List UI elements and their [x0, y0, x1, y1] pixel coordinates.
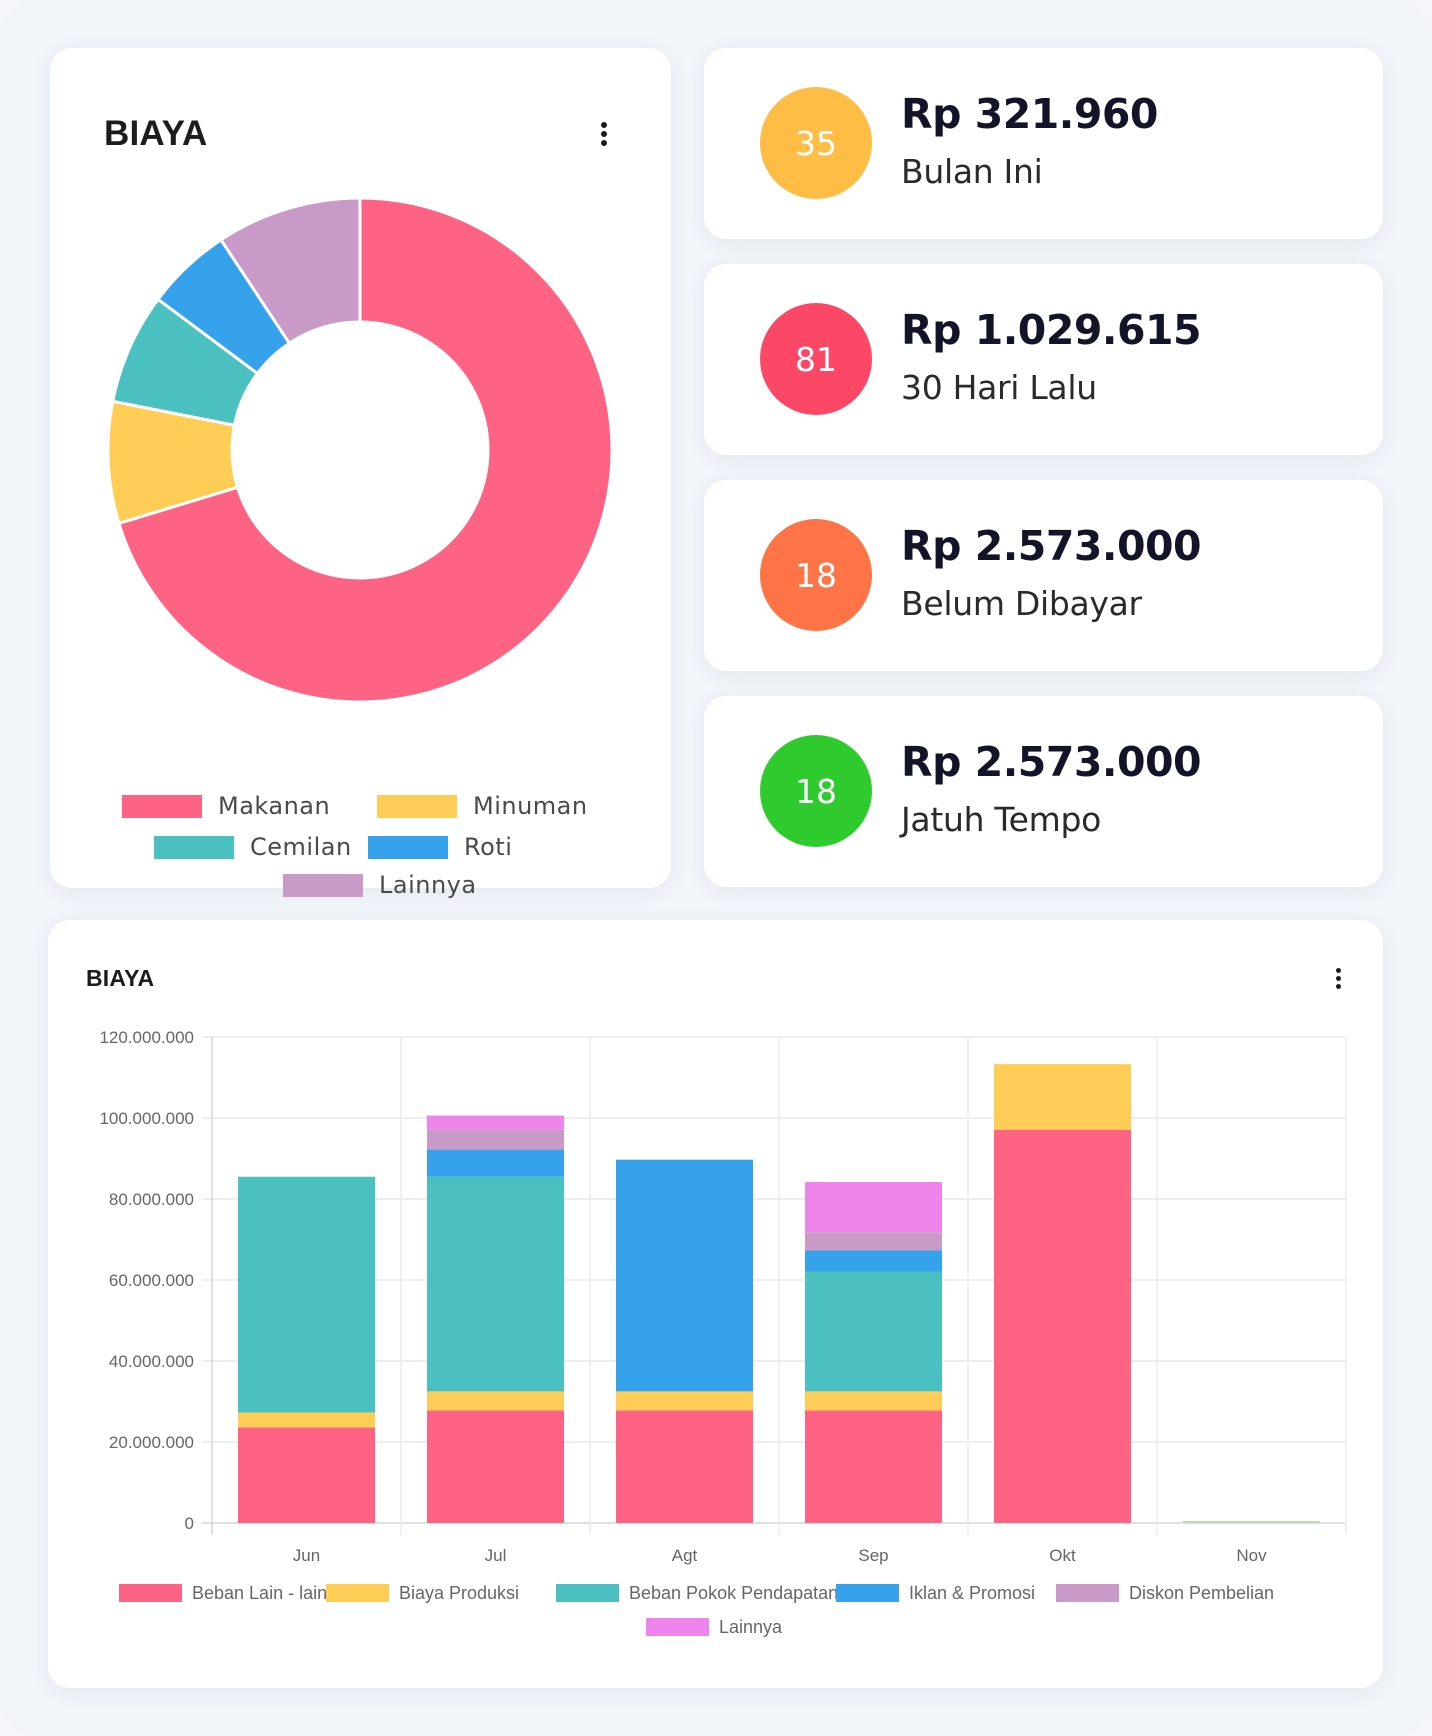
x-tick-label: Sep [858, 1546, 888, 1565]
x-tick-label: Agt [672, 1546, 698, 1565]
bar-segment[interactable] [426, 1391, 565, 1411]
legend-label: Iklan & Promosi [909, 1583, 1035, 1603]
legend-item-minuman[interactable]: Minuman [377, 791, 588, 821]
donut-slice-makanan[interactable] [117, 196, 614, 704]
count-badge: 18 [760, 735, 872, 847]
bar-segment[interactable] [804, 1232, 943, 1251]
stat-amount: Rp 1.029.615 [901, 306, 1202, 354]
donut-card-title: BIAYA [104, 114, 208, 153]
legend-item-biaya-produksi[interactable]: Biaya Produksi [326, 1583, 519, 1603]
bar-segment[interactable] [237, 1427, 376, 1523]
stacked-bar-chart: 0 20.000.000 40.000.000 60.000.000 80.000.00… [99, 1028, 1347, 1637]
bar-segment[interactable] [426, 1149, 565, 1177]
legend-label: Diskon Pembelian [1129, 1583, 1274, 1603]
legend-swatch [836, 1584, 899, 1602]
bar-segment[interactable] [804, 1391, 943, 1411]
stat-amount: Rp 2.573.000 [901, 738, 1202, 786]
bar-segment[interactable] [615, 1391, 754, 1411]
bar-card-title: BIAYA [86, 965, 155, 991]
stat-amount: Rp 321.960 [901, 90, 1158, 138]
legend-item-roti[interactable]: Roti [368, 832, 512, 862]
legend-swatch [154, 835, 234, 859]
expense-bar-card: BIAYA 0 20.000.000 40.000.000 60.000.000 80.… [48, 920, 1383, 1688]
legend-item-diskon-pembelian[interactable]: Diskon Pembelian [1056, 1583, 1274, 1603]
x-tick-label: Jun [293, 1546, 320, 1565]
legend-item-lainnya[interactable]: Lainnya [283, 870, 477, 900]
bar-segment[interactable] [804, 1181, 943, 1233]
bar-segment[interactable] [993, 1064, 1132, 1130]
legend-label: Biaya Produksi [399, 1583, 519, 1603]
bar-segment[interactable] [615, 1159, 754, 1392]
legend-swatch [119, 1584, 182, 1602]
y-tick-label: 0 [185, 1514, 194, 1533]
count-badge: 35 [760, 87, 872, 199]
bar-segment[interactable] [426, 1115, 565, 1130]
legend-item-beban-lain-lain[interactable]: Beban Lain - lain [119, 1583, 327, 1603]
y-tick-label: 100.000.000 [99, 1109, 194, 1128]
count-badge: 81 [760, 303, 872, 415]
donut-chart [106, 196, 614, 704]
stat-amount: Rp 2.573.000 [901, 522, 1202, 570]
bar-segment[interactable] [804, 1250, 943, 1272]
legend-label: Beban Pokok Pendapatan [629, 1583, 838, 1603]
legend-swatch [556, 1584, 619, 1602]
legend-item-makanan[interactable]: Makanan [122, 791, 330, 821]
stat-card-jatuh-tempo: 18 Rp 2.573.000 Jatuh Tempo [704, 696, 1383, 887]
bar-segment[interactable] [615, 1410, 754, 1523]
stat-label: Bulan Ini [901, 152, 1043, 191]
legend-label: Beban Lain - lain [192, 1583, 327, 1603]
y-tick-label: 120.000.000 [99, 1028, 194, 1047]
bar-segment[interactable] [237, 1412, 376, 1428]
legend-label: Makanan [218, 792, 331, 820]
x-tick-label: Jul [485, 1546, 507, 1565]
stat-card-belum-dibayar: 18 Rp 2.573.000 Belum Dibayar [704, 480, 1383, 671]
legend-label: Lainnya [379, 871, 477, 899]
legend-swatch [283, 873, 363, 897]
x-tick-label: Okt [1049, 1546, 1076, 1565]
legend-swatch [646, 1618, 709, 1636]
bar-segment[interactable] [804, 1271, 943, 1392]
legend-item-iklan-promosi[interactable]: Iklan & Promosi [836, 1583, 1035, 1603]
stat-card-30-hari-lalu: 81 Rp 1.029.615 30 Hari Lalu [704, 264, 1383, 455]
expense-donut-card: BIAYA Makanan Minuman Cemilan Roti Lainnya [50, 48, 671, 899]
legend-label: Cemilan [250, 833, 352, 861]
legend-swatch [368, 835, 448, 859]
legend-swatch [122, 794, 202, 818]
legend-swatch [1056, 1584, 1119, 1602]
y-tick-label: 40.000.000 [109, 1352, 194, 1371]
stat-card-bulan-ini: 35 Rp 321.960 Bulan Ini [704, 48, 1383, 239]
bar-segment[interactable] [993, 1129, 1132, 1523]
legend-swatch [377, 794, 457, 818]
stat-label: Jatuh Tempo [901, 800, 1102, 839]
legend-label: Roti [464, 833, 513, 861]
y-tick-label: 80.000.000 [109, 1190, 194, 1209]
bar-segment[interactable] [804, 1410, 943, 1523]
bar-segment[interactable] [426, 1129, 565, 1150]
stat-label: Belum Dibayar [901, 584, 1142, 623]
kebab-vertical-icon[interactable] [1334, 968, 1342, 992]
legend-label: Minuman [473, 792, 588, 820]
donut-slice-lainnya[interactable] [218, 196, 362, 346]
legend-item-beban-pokok-pendapatan[interactable]: Beban Pokok Pendapatan [556, 1583, 838, 1603]
legend-label: Lainnya [719, 1617, 783, 1637]
legend-item-lainnya[interactable]: Lainnya [646, 1617, 783, 1637]
legend-item-cemilan[interactable]: Cemilan [154, 832, 352, 862]
y-tick-label: 60.000.000 [109, 1271, 194, 1290]
stat-label: 30 Hari Lalu [901, 368, 1097, 407]
bar-segment[interactable] [237, 1176, 376, 1413]
kebab-vertical-icon[interactable] [600, 122, 608, 149]
x-tick-label: Nov [1236, 1546, 1267, 1565]
bar-segment[interactable] [426, 1410, 565, 1523]
bar-segment[interactable] [426, 1176, 565, 1392]
legend-swatch [326, 1584, 389, 1602]
y-tick-label: 20.000.000 [109, 1433, 194, 1452]
bar-segment-empty[interactable] [1182, 1521, 1321, 1523]
count-badge: 18 [760, 519, 872, 631]
